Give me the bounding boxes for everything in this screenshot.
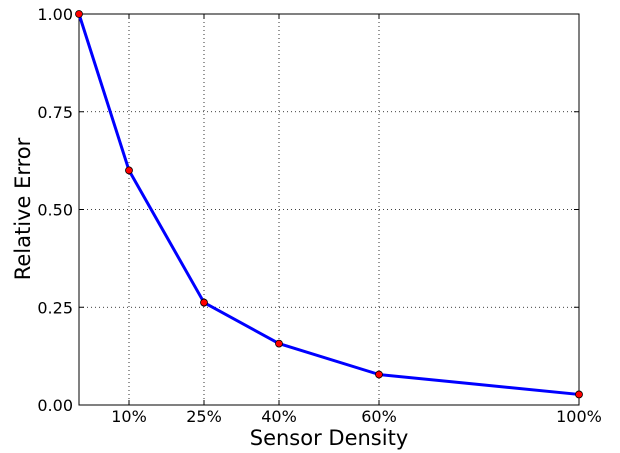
y-tick-label: 0.75 bbox=[37, 103, 73, 122]
data-point bbox=[575, 390, 583, 399]
data-point bbox=[375, 370, 383, 379]
x-axis-title: Sensor Density bbox=[250, 426, 409, 450]
data-point bbox=[275, 339, 283, 348]
data-point bbox=[200, 298, 208, 307]
y-tick-label: 0.00 bbox=[37, 396, 73, 415]
axis-ticks bbox=[79, 13, 580, 406]
data-point bbox=[75, 10, 83, 18]
y-axis-title: Relative Error bbox=[11, 137, 35, 280]
x-tick-label: 60% bbox=[361, 407, 397, 426]
x-tick-label: 100% bbox=[556, 407, 602, 426]
series-line bbox=[77, 13, 580, 396]
tick-labels: 10% 25% 40% 60% 100% 0.00 0.25 0.50 0.75 1.00 bbox=[37, 5, 602, 426]
grid-lines bbox=[79, 13, 580, 406]
y-tick-label: 1.00 bbox=[37, 5, 73, 24]
series-layer bbox=[75, 10, 583, 399]
x-tick-label: 10% bbox=[111, 407, 147, 426]
y-tick-label: 0.25 bbox=[37, 298, 73, 317]
x-tick-label: 25% bbox=[186, 407, 222, 426]
y-tick-label: 0.50 bbox=[37, 201, 73, 220]
x-tick-label: 40% bbox=[261, 407, 297, 426]
data-point bbox=[125, 166, 133, 175]
